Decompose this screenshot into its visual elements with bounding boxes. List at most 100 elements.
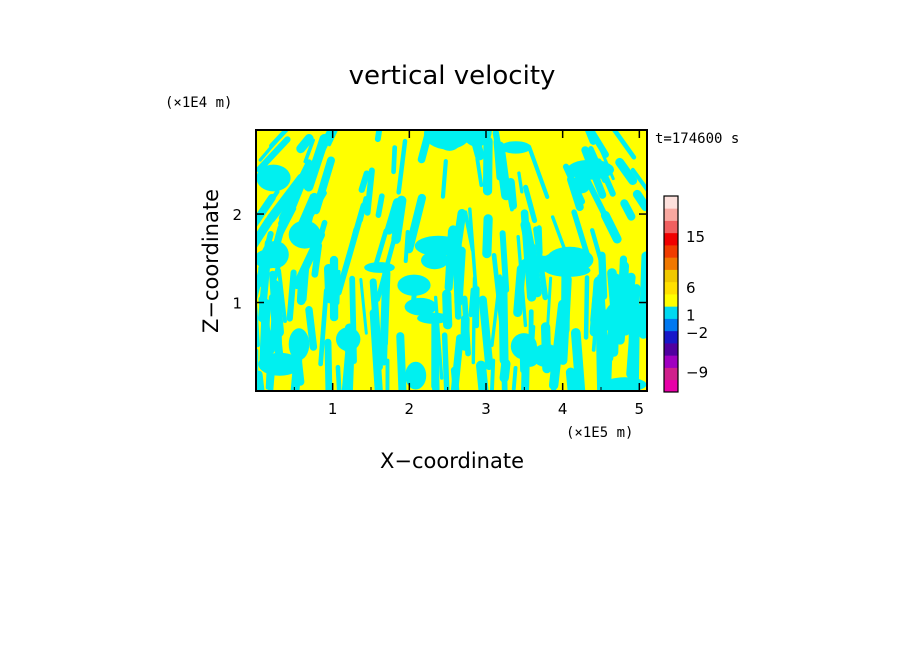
velocity-band — [440, 158, 448, 199]
velocity-cell — [546, 263, 591, 277]
velocity-band — [329, 255, 339, 322]
velocity-band — [442, 289, 453, 330]
colorbar-segment — [664, 294, 678, 307]
velocity-cell — [405, 361, 427, 390]
y-axis-label: Z−coordinate — [199, 189, 223, 333]
velocity-band — [305, 306, 318, 351]
colorbar-segment — [664, 245, 678, 258]
velocity-band — [278, 192, 297, 227]
velocity-band — [591, 274, 602, 352]
colorbar-segment — [664, 208, 678, 221]
velocity-band — [478, 295, 494, 371]
velocity-cell — [256, 164, 291, 192]
velocity-cell — [461, 130, 492, 147]
velocity-band — [482, 214, 493, 259]
velocity-band — [358, 196, 368, 223]
colorbar-segment — [664, 220, 678, 234]
velocity-band — [300, 262, 310, 303]
colorbar: 15 6 1−2 −9 — [663, 195, 708, 393]
velocity-cell — [404, 297, 437, 316]
velocity-cell — [437, 130, 462, 151]
velocity-band — [460, 314, 470, 351]
velocity-band — [482, 136, 493, 196]
velocity-band — [493, 138, 503, 181]
velocity-band — [584, 178, 611, 224]
velocity-band — [258, 265, 266, 288]
velocity-band — [500, 323, 508, 391]
velocity-cell — [414, 235, 462, 257]
x-tick-label: 2 — [405, 400, 415, 418]
velocity-band — [571, 209, 591, 261]
velocity-band — [374, 130, 384, 143]
y-tick-label: 2 — [232, 206, 242, 224]
velocity-band — [256, 136, 291, 173]
velocity-band — [527, 144, 550, 200]
velocity-band — [384, 198, 402, 235]
velocity-band — [266, 173, 306, 224]
velocity-band — [372, 228, 389, 272]
colorbar-segment — [664, 269, 678, 283]
velocity-band — [588, 130, 609, 158]
colorbar-frame — [663, 195, 679, 393]
velocity-cell — [532, 343, 561, 368]
velocity-band — [396, 332, 407, 391]
colorbar-segment — [664, 343, 678, 356]
velocity-band — [343, 335, 355, 391]
velocity-cell — [417, 312, 450, 324]
velocity-band — [296, 134, 314, 154]
velocity-band — [583, 275, 590, 340]
velocity-band — [385, 358, 390, 391]
velocity-band — [269, 270, 279, 310]
velocity-band — [364, 167, 375, 216]
velocity-band — [375, 193, 385, 218]
velocity-band — [490, 274, 502, 347]
velocity-band — [620, 199, 636, 221]
velocity-band — [303, 138, 315, 164]
velocity-band — [463, 210, 475, 252]
velocity-band — [396, 138, 408, 195]
velocity-band — [525, 266, 537, 302]
velocity-band — [358, 170, 370, 193]
colorbar-segment — [664, 257, 678, 270]
velocity-band — [403, 230, 410, 263]
velocity-band — [589, 228, 603, 263]
velocity-cell — [288, 328, 310, 361]
colorbar-tick-label: 15 — [686, 228, 705, 246]
velocity-cell — [336, 327, 361, 352]
colorbar-segment — [664, 196, 678, 209]
velocity-band — [327, 130, 343, 147]
velocity-band — [256, 193, 276, 246]
colorbar-segment — [664, 367, 678, 381]
x-tick-label: 3 — [481, 400, 491, 418]
velocity-band — [630, 167, 647, 208]
velocity-band — [258, 141, 277, 162]
plot-area — [256, 130, 647, 391]
velocity-band — [505, 186, 514, 212]
velocity-band — [511, 366, 518, 391]
y-axis: 12 — [232, 206, 647, 313]
velocity-cell — [605, 299, 645, 330]
velocity-band — [476, 360, 490, 391]
velocity-band — [279, 184, 304, 228]
colorbar-tick-label: −9 — [686, 363, 708, 381]
velocity-band — [391, 145, 398, 175]
velocity-band — [450, 208, 467, 269]
colorbar-segment — [664, 330, 678, 344]
velocity-band — [397, 200, 402, 231]
velocity-band — [273, 302, 283, 352]
velocity-cell — [256, 249, 282, 269]
velocity-band — [298, 159, 313, 182]
velocity-band — [311, 242, 323, 278]
velocity-band — [324, 338, 333, 391]
velocity-band — [520, 219, 537, 260]
velocity-band — [318, 288, 329, 367]
colorbar-segment — [664, 355, 678, 368]
colorbar-tick-label: 6 — [686, 279, 696, 297]
colorbar-segment — [664, 379, 678, 393]
velocity-band — [550, 215, 567, 252]
velocity-band — [344, 227, 357, 266]
velocity-cell — [500, 141, 532, 154]
x-scale-label: (×1E5 m) — [566, 425, 633, 441]
velocity-band — [570, 328, 587, 391]
